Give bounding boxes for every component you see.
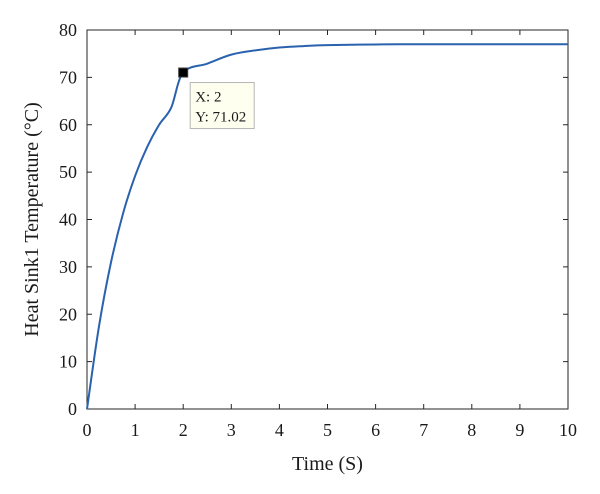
y-tick-label: 0: [68, 399, 77, 419]
data-tip-box: [189, 82, 255, 130]
data-tip-marker[interactable]: [178, 67, 189, 78]
x-tick-label: 8: [467, 420, 476, 440]
y-tick-label: 40: [59, 210, 77, 230]
x-tick-label: 5: [323, 420, 332, 440]
series-line: [86, 43, 568, 410]
x-tick-label: 9: [515, 420, 524, 440]
x-tick-labels: 0 1 2 3 4 5 6 7 8 9 10: [83, 420, 578, 440]
axis-ticks: [86, 29, 569, 410]
x-tick-label: 4: [275, 420, 284, 440]
x-tick-label: 6: [371, 420, 380, 440]
y-tick-label: 50: [59, 162, 77, 182]
y-tick-label: 10: [59, 352, 77, 372]
y-axis-label: Heat Sink1 Temperature (°C): [21, 102, 43, 337]
y-tick-label: 70: [59, 67, 77, 87]
y-tick-labels: 0 10 20 30 40 50 60 70 80: [59, 20, 77, 419]
x-axis-label: Time (S): [292, 453, 363, 475]
data-tip-y-text: Y: 71.02: [195, 110, 246, 126]
y-tick-label: 20: [59, 304, 77, 324]
y-tick-label: 80: [59, 20, 77, 40]
plot-area: [86, 29, 569, 410]
x-tick-label: 10: [559, 420, 577, 440]
y-tick-label: 30: [59, 257, 77, 277]
y-tick-label: 60: [59, 115, 77, 135]
x-tick-label: 3: [227, 420, 236, 440]
x-tick-label: 7: [419, 420, 428, 440]
data-tip[interactable]: X: 2 Y: 71.02: [178, 67, 255, 130]
data-tip-x-text: X: 2: [195, 90, 221, 106]
x-tick-label: 1: [131, 420, 140, 440]
x-tick-label: 0: [83, 420, 92, 440]
x-tick-label: 2: [179, 420, 188, 440]
